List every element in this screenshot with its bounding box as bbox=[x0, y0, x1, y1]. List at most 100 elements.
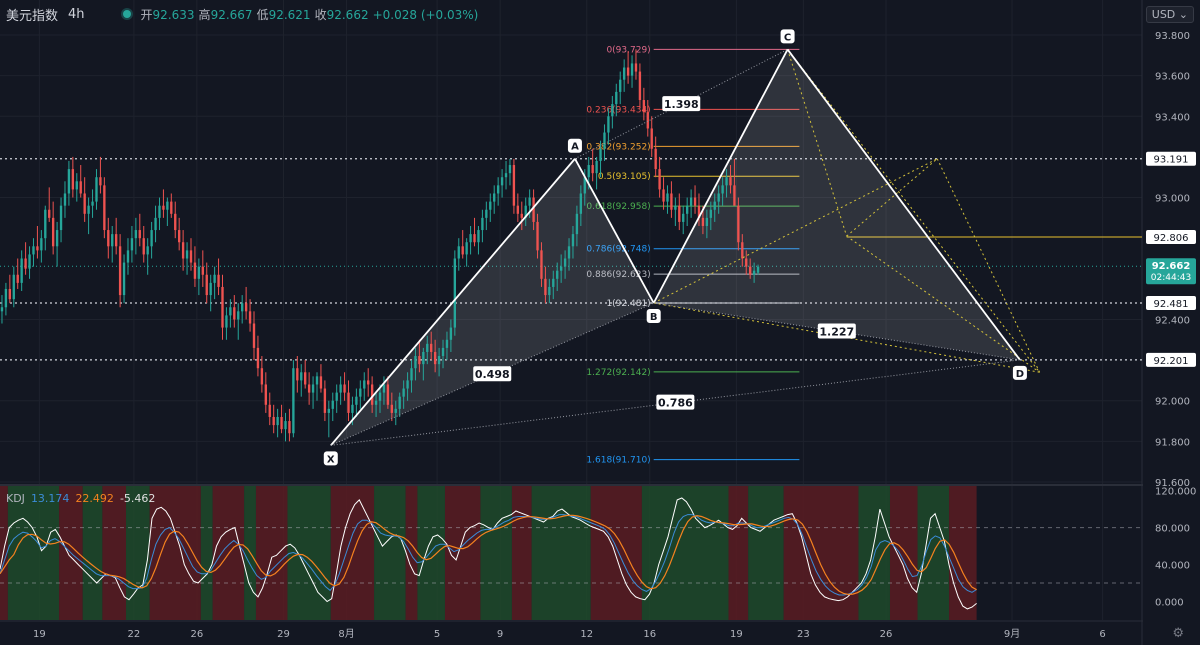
ratio-label-text: 0.498 bbox=[475, 368, 510, 381]
candle-body bbox=[713, 201, 716, 210]
fib-label: 0.786(92.748) bbox=[586, 245, 650, 255]
candle-body bbox=[75, 181, 78, 190]
kdj-region-bull bbox=[480, 486, 512, 620]
candle-body bbox=[111, 234, 114, 247]
pattern-point-a: A bbox=[567, 138, 582, 153]
kdj-region-bull bbox=[200, 486, 213, 620]
candle-body bbox=[599, 148, 602, 161]
candle-body bbox=[221, 286, 224, 328]
candle-body bbox=[426, 343, 429, 352]
pattern-ratio-line bbox=[574, 48, 788, 160]
ratio-label-text: 0.786 bbox=[658, 397, 693, 410]
candle-body bbox=[233, 307, 236, 320]
kdj-region-bull bbox=[374, 486, 406, 620]
candle-body bbox=[433, 351, 437, 365]
candle-body bbox=[284, 421, 287, 430]
candle-body bbox=[548, 286, 551, 296]
xabcd-pattern[interactable]: 0.498 1.398 1.227 0.786 X A B C D bbox=[323, 29, 1027, 466]
candle-body bbox=[642, 100, 646, 113]
candle-body bbox=[150, 230, 153, 247]
candle-body bbox=[118, 246, 122, 296]
candle-body bbox=[689, 197, 693, 206]
candle-body bbox=[532, 197, 535, 222]
candle-body bbox=[441, 347, 445, 357]
candle-body bbox=[323, 388, 327, 413]
pattern-yellow-line bbox=[846, 235, 1040, 373]
kdj-region-bull bbox=[7, 486, 60, 620]
candle-body bbox=[177, 230, 181, 243]
candle-body bbox=[292, 368, 295, 434]
price-tick: 91.600 bbox=[1155, 478, 1190, 489]
kdj-k-line bbox=[0, 514, 977, 596]
candle-body bbox=[445, 339, 449, 348]
candle-body bbox=[449, 327, 453, 340]
point-box bbox=[780, 29, 795, 44]
ohlc-value: +0.028 (+0.03%) bbox=[372, 7, 479, 22]
candle-body bbox=[709, 209, 712, 218]
candle-body bbox=[36, 246, 39, 251]
time-tick: 8月 bbox=[338, 628, 354, 640]
kdj-tick: 0.000 bbox=[1155, 598, 1184, 609]
symbol-name[interactable]: 美元指数 bbox=[6, 8, 59, 24]
candle-body bbox=[280, 416, 283, 430]
candle-body bbox=[213, 274, 216, 283]
candle-body bbox=[32, 246, 35, 255]
pattern-point-b: B bbox=[646, 308, 661, 323]
candle-body bbox=[579, 193, 583, 214]
kdj-j-line bbox=[0, 497, 977, 610]
ratio-label-box bbox=[662, 96, 701, 112]
candle-body bbox=[217, 274, 220, 287]
candle-body bbox=[4, 288, 8, 308]
candle-body bbox=[355, 396, 358, 405]
candle-body bbox=[40, 238, 43, 251]
kdj-region-bear bbox=[0, 486, 8, 620]
candle-body bbox=[256, 347, 260, 369]
kdj-region-bear bbox=[590, 486, 642, 620]
candle-body bbox=[422, 351, 425, 365]
candle-body bbox=[469, 234, 472, 243]
kdj-region-bull bbox=[748, 486, 784, 620]
time-tick: 9 bbox=[497, 629, 503, 640]
settings-gear-icon[interactable]: ⚙ bbox=[1172, 626, 1184, 641]
candle-body bbox=[114, 234, 118, 247]
timeframe[interactable]: 4h bbox=[68, 6, 85, 22]
candle-body bbox=[20, 258, 23, 283]
fib-label: 0.886(92.623) bbox=[586, 270, 650, 280]
candle-body bbox=[138, 230, 141, 239]
candle-body bbox=[367, 380, 370, 385]
candle-body bbox=[307, 384, 311, 393]
candle-body bbox=[126, 250, 130, 263]
candle-body bbox=[729, 177, 732, 186]
candle-body bbox=[552, 278, 555, 287]
candle-body bbox=[91, 201, 94, 206]
candlesticks bbox=[0, 49, 760, 442]
candle-body bbox=[55, 230, 59, 247]
price-tick: 93.600 bbox=[1155, 72, 1190, 83]
candle-body bbox=[453, 258, 457, 328]
currency-selector[interactable]: USD ⌄ bbox=[1145, 6, 1194, 23]
last-price-tag bbox=[1146, 258, 1196, 285]
candle-body bbox=[634, 63, 638, 72]
pattern-leg bbox=[652, 49, 789, 304]
candle-body bbox=[536, 221, 539, 251]
point-label: X bbox=[327, 454, 335, 465]
candle-body bbox=[398, 396, 401, 409]
fib-label: 0.5(93.105) bbox=[598, 172, 651, 182]
candle-body bbox=[571, 234, 575, 247]
candle-body bbox=[181, 242, 185, 259]
candle-body bbox=[122, 262, 126, 296]
candle-body bbox=[662, 189, 665, 202]
candle-body bbox=[666, 193, 669, 202]
kdj-region-bear bbox=[405, 486, 418, 620]
candle-body bbox=[95, 177, 98, 202]
kdj-j-value: -5.462 bbox=[119, 492, 156, 505]
candle-body bbox=[268, 404, 271, 417]
point-label: C bbox=[784, 32, 791, 43]
candle-body bbox=[63, 193, 67, 206]
pattern-yellow-line bbox=[787, 49, 1041, 373]
candle-body bbox=[563, 258, 567, 267]
time-tick: 23 bbox=[797, 629, 810, 640]
candle-body bbox=[717, 193, 720, 202]
time-tick: 16 bbox=[643, 629, 656, 640]
